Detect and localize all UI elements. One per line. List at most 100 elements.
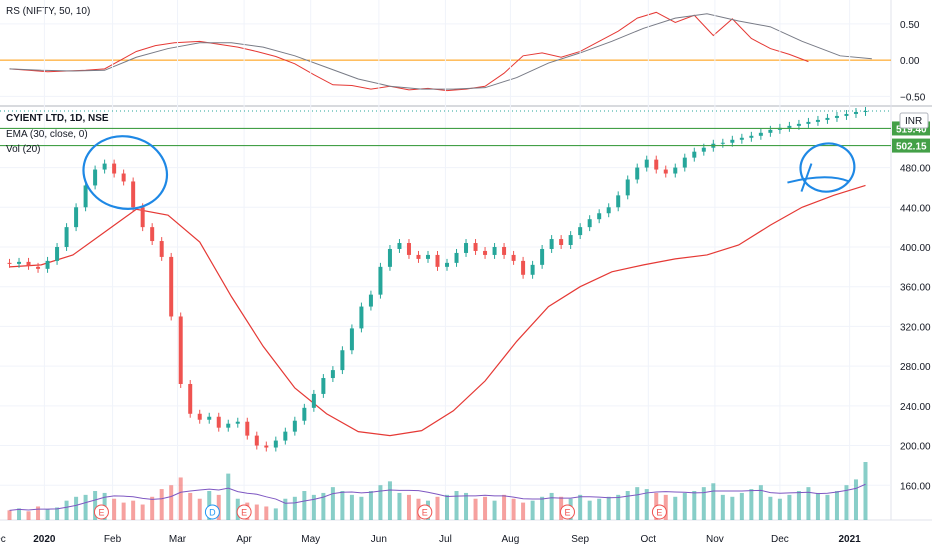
- event-marker-label: E: [98, 508, 104, 518]
- volume-bar: [796, 491, 801, 520]
- candle-body: [825, 117, 830, 120]
- price-tick-label: 400.00: [900, 243, 931, 254]
- candles[interactable]: [7, 107, 868, 452]
- volume-bar: [74, 496, 79, 520]
- rs-series-line-1: [9, 13, 872, 90]
- candle-body: [121, 173, 126, 182]
- volume-bar: [36, 506, 41, 520]
- candle-body: [273, 440, 278, 448]
- price-tick-label: 200.00: [900, 442, 931, 453]
- candle-body: [654, 159, 659, 170]
- vol-legend: Vol (20): [6, 144, 40, 155]
- candle-body: [787, 125, 792, 128]
- volume-bar: [815, 492, 820, 520]
- candle-body: [321, 378, 326, 394]
- rs-series: [9, 11, 872, 92]
- volume-bar: [673, 496, 678, 520]
- volume-bar: [606, 496, 611, 520]
- ema-polyline: [9, 184, 866, 437]
- volume-bar: [511, 498, 516, 520]
- candle-body: [663, 169, 668, 174]
- candle-body: [796, 123, 801, 126]
- candle-body: [283, 431, 288, 441]
- candle-body: [834, 115, 839, 118]
- volume-bar: [711, 483, 716, 520]
- candle-body: [644, 159, 649, 168]
- candle-body: [511, 254, 516, 261]
- volume-bar: [768, 496, 773, 520]
- candle-body: [112, 163, 117, 174]
- volume-bar: [530, 500, 535, 520]
- candle-body: [188, 383, 193, 414]
- candle-body: [625, 179, 630, 196]
- volume-bar: [540, 496, 545, 520]
- candle-body: [606, 207, 611, 214]
- volume-bar: [397, 492, 402, 520]
- rs-tick-label: −0.50: [900, 92, 926, 103]
- candle-body: [425, 254, 430, 259]
- candle-body: [17, 261, 22, 264]
- volume-bar: [387, 481, 392, 520]
- volume-bar: [302, 491, 307, 520]
- volume-bar: [359, 496, 364, 520]
- volume-bar: [825, 494, 830, 520]
- volume-bar: [663, 494, 668, 520]
- volume-bar: [834, 491, 839, 520]
- volume-bar: [83, 494, 88, 520]
- candle-body: [749, 135, 754, 138]
- candle-body: [806, 121, 811, 124]
- candle-body: [844, 113, 849, 116]
- candle-body: [540, 248, 545, 265]
- volume-bar: [445, 494, 450, 520]
- candle-body: [302, 407, 307, 421]
- candle-body: [435, 254, 440, 267]
- time-axis-label: Feb: [104, 534, 122, 545]
- volume-bar: [863, 462, 868, 520]
- candle-body: [131, 181, 136, 208]
- candle-body: [197, 413, 202, 420]
- symbol-title: CYIENT LTD, 1D, NSE: [6, 113, 109, 124]
- candle-body: [140, 207, 145, 228]
- candle-body: [368, 294, 373, 307]
- volume-bar: [283, 498, 288, 520]
- candle-body: [682, 157, 687, 168]
- volume-bar: [178, 477, 183, 520]
- volume-bar: [188, 492, 193, 520]
- time-axis-label: 2020: [33, 534, 56, 545]
- volume-bar: [758, 485, 763, 520]
- ema-line: [9, 184, 866, 437]
- candle-body: [521, 260, 526, 275]
- candle-body: [74, 207, 79, 228]
- price-tick-label: 240.00: [900, 402, 931, 413]
- volume-bar: [140, 504, 145, 520]
- volume-bar: [17, 508, 22, 520]
- volume-bar: [730, 496, 735, 520]
- rs-tick-label: 0.50: [900, 20, 920, 31]
- candle-body: [150, 227, 155, 242]
- candle-body: [578, 227, 583, 236]
- candle-body: [692, 151, 697, 158]
- volume-bar: [254, 504, 259, 520]
- volume-ma-line: [9, 483, 866, 511]
- volume-bar: [616, 494, 621, 520]
- volume-bar: [26, 511, 31, 520]
- event-marker-label: D: [209, 508, 216, 518]
- volume-bar: [464, 492, 469, 520]
- level-tag: [892, 138, 930, 153]
- currency-badge: INR: [899, 112, 929, 129]
- candle-body: [93, 169, 98, 186]
- horizontal-levels[interactable]: 519.40 502.15: [0, 110, 930, 153]
- annotation-stroke: [787, 176, 850, 184]
- candle-body: [340, 350, 345, 371]
- candle-body: [207, 416, 212, 420]
- annotation-ellipse: [82, 135, 169, 210]
- candle-body: [768, 129, 773, 133]
- candle-body: [502, 246, 507, 255]
- volume-bar: [340, 491, 345, 520]
- volume-bar: [587, 500, 592, 520]
- candle-body: [45, 260, 50, 269]
- volume-bar: [625, 491, 630, 520]
- volume-bar: [159, 489, 164, 520]
